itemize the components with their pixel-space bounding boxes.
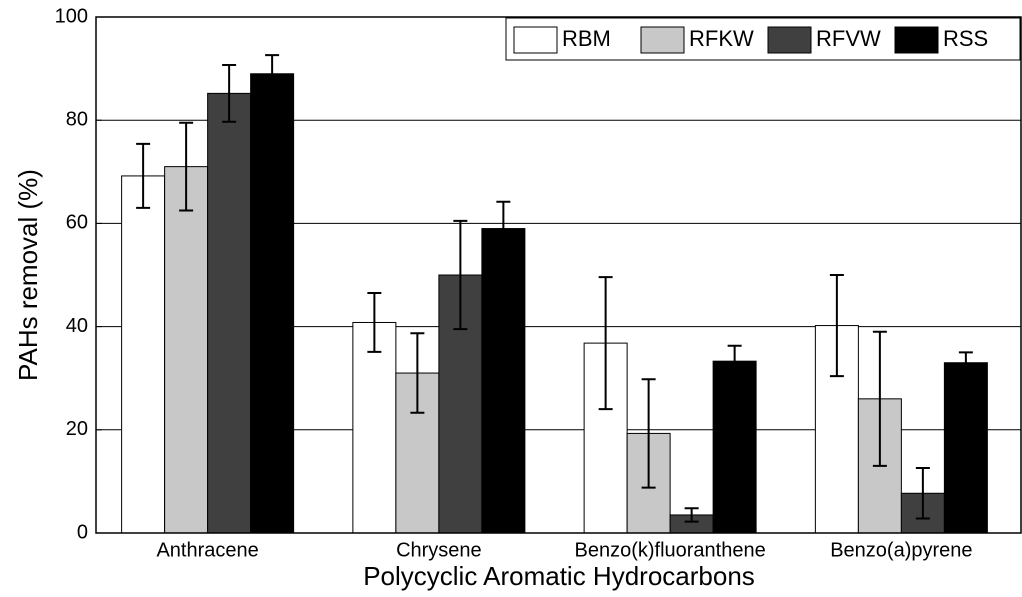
- bar: [121, 175, 166, 534]
- bar: [943, 362, 988, 534]
- error-bar: [136, 142, 151, 209]
- y-tick-label: 100: [55, 5, 88, 27]
- error-bar: [410, 332, 425, 414]
- y-tick-label: 20: [66, 418, 88, 440]
- x-tick-label: Anthracene: [156, 539, 258, 561]
- bar: [164, 166, 209, 534]
- error-bar: [453, 219, 468, 331]
- legend-label: RFVW: [816, 26, 881, 51]
- legend-swatch: [894, 26, 939, 54]
- y-tick-label: 80: [66, 108, 88, 130]
- error-bar: [872, 330, 887, 467]
- bar: [481, 228, 526, 534]
- bar: [352, 321, 397, 534]
- bar: [250, 73, 295, 534]
- y-tick-label: 0: [77, 521, 88, 543]
- x-tick-label: Chrysene: [396, 539, 482, 561]
- legend-label: RFKW: [689, 26, 754, 51]
- legend-swatch: [640, 26, 685, 54]
- error-bar: [958, 351, 973, 375]
- error-bar: [367, 292, 382, 353]
- y-axis-label: PAHs removal (%): [13, 169, 43, 381]
- y-tick-label: 40: [66, 315, 88, 337]
- bar: [712, 360, 757, 534]
- error-bar: [598, 276, 613, 411]
- legend-swatch: [513, 26, 558, 54]
- error-bar: [727, 344, 742, 378]
- error-bar: [179, 121, 194, 212]
- y-tick-label: 60: [66, 212, 88, 234]
- error-bar: [829, 274, 844, 378]
- error-bar: [915, 466, 930, 520]
- bar: [207, 92, 252, 534]
- x-tick-label: Benzo(a)pyrene: [830, 539, 972, 561]
- legend-label: RSS: [943, 26, 988, 51]
- error-bar: [641, 378, 656, 489]
- error-bar: [222, 63, 237, 123]
- error-bar: [265, 54, 280, 94]
- legend-swatch: [767, 26, 812, 54]
- legend-label: RBM: [562, 26, 611, 51]
- plot-frame: [95, 16, 1022, 534]
- error-bar: [684, 507, 699, 523]
- x-axis-label: Polycyclic Aromatic Hydrocarbons: [363, 561, 755, 591]
- x-tick-label: Benzo(k)fluoranthene: [575, 539, 766, 561]
- error-bar: [496, 200, 511, 257]
